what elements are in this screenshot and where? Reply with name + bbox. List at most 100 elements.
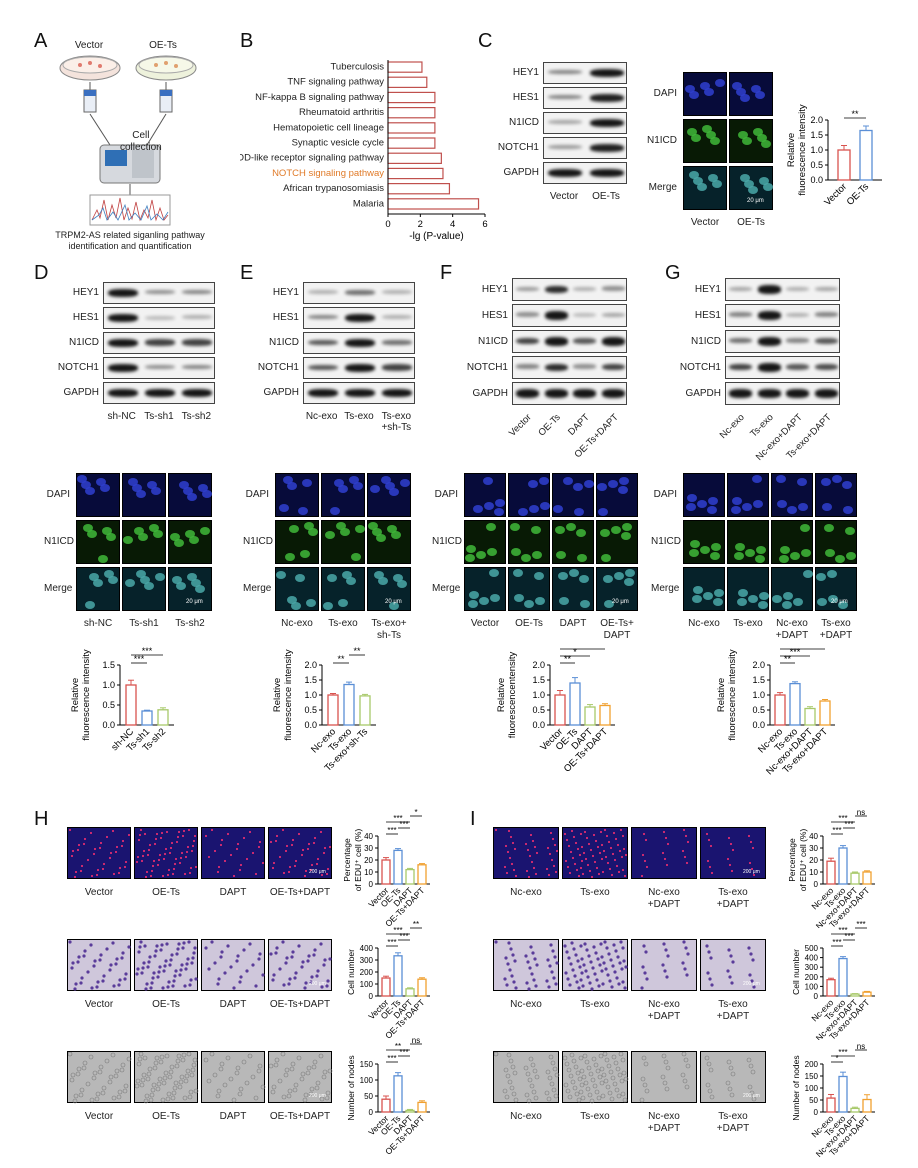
tw-image-tile [134, 939, 198, 991]
panel-label-b: B [240, 30, 254, 52]
micrograph-tile [815, 567, 857, 611]
blot-band [602, 363, 626, 371]
blot-band [345, 289, 375, 295]
bar [850, 1107, 860, 1113]
blot-row-label: HEY1 [512, 67, 539, 78]
assay-col-label: DAPT [219, 887, 247, 898]
y-tick-label: 50 [364, 1092, 373, 1101]
vector-dish-label: Vector [74, 40, 104, 51]
panel-label-h: H [34, 808, 49, 830]
pathway-label: NOTCH signaling pathway [272, 168, 384, 179]
y-axis-title: fluorescencentensity [507, 651, 518, 738]
bar-chart-h-tube: 050100150VectorOE-TsDAPTOE-Ts+DAPT******… [346, 1036, 430, 1157]
y-tick-label: 200 [805, 973, 819, 982]
micrograph-tile [122, 520, 166, 564]
x-tick-label: OE-Ts [845, 181, 872, 208]
blot-row-label: HES1 [272, 312, 299, 323]
blot-band [182, 365, 213, 369]
blot-band [544, 311, 568, 320]
tube-image-tile [67, 1051, 132, 1104]
panel-label-e: E [240, 262, 254, 284]
panel-a-caption: TRPM2-AS related siganling pathway identi… [55, 230, 205, 251]
blot-band [590, 144, 624, 152]
micrograph-tile [464, 473, 506, 517]
blot-strip [725, 304, 840, 327]
blot-band [548, 145, 582, 150]
blot-strip [103, 282, 215, 304]
y-tick-label: 0.5 [752, 705, 765, 715]
blot-band [107, 339, 138, 347]
pathway-bar [387, 167, 444, 180]
blot-band [145, 365, 175, 370]
if-row-label: N1ICD [646, 135, 677, 146]
significance-label: *** [399, 932, 408, 941]
blot-strip [103, 307, 215, 329]
y-tick-label: 1.0 [532, 690, 545, 700]
y-tick-label: 100 [805, 982, 819, 991]
significance-label: *** [393, 814, 402, 823]
if-row-label: N1ICD [44, 536, 75, 547]
blot-lane-label: Ts-exo [344, 411, 374, 422]
bar [850, 993, 860, 997]
micrograph-tile [367, 520, 411, 564]
y-axis-title: Percentage [787, 838, 797, 882]
blot-lane-label: Nc-exo [305, 411, 338, 422]
pathway-bar [387, 122, 436, 134]
blot-row-label: NOTCH1 [679, 361, 721, 373]
blot-band [786, 286, 810, 291]
blot-row-label: HES1 [694, 309, 721, 321]
bar [125, 684, 137, 726]
blot-band [107, 314, 138, 322]
blot-band [602, 337, 626, 346]
y-tick-label: 20 [809, 856, 818, 865]
bar [569, 682, 581, 726]
micrograph-tile [367, 473, 411, 517]
y-tick-label: 0.0 [532, 720, 545, 730]
blot-band [815, 389, 839, 398]
tw-image-tile: 200 μm [700, 939, 766, 991]
bar [862, 1098, 872, 1113]
y-tick-label: 1.0 [102, 680, 115, 690]
if-col-label: Ts-exo [328, 618, 358, 629]
blot-band [602, 286, 626, 291]
blot-lane-label: Ts-exo +sh-Ts [381, 411, 412, 433]
if-col-label: Ts-sh1 [129, 618, 159, 629]
blot-band [573, 364, 597, 369]
blot-strip [103, 382, 215, 404]
significance-label: *** [832, 826, 841, 835]
y-tick-label: 10 [364, 868, 373, 877]
significance-label: * [573, 647, 577, 657]
assay-col-label: OE-Ts [152, 887, 180, 898]
scale-bar-label: 200 μm [309, 981, 326, 987]
panel-label-c: C [478, 30, 493, 52]
bar [343, 683, 355, 726]
micrograph-tile [122, 567, 166, 611]
significance-label: *** [399, 820, 408, 829]
tw-image-tile [201, 939, 265, 991]
blot-row-label: GAPDH [263, 387, 299, 398]
blot-strip [543, 87, 627, 109]
micrograph-tile [683, 520, 725, 564]
y-tick-label: 2.0 [304, 660, 317, 670]
blot-band [382, 364, 413, 371]
blot-row-label: GAPDH [503, 167, 539, 178]
bar [405, 988, 415, 997]
panel-label-a: A [34, 30, 48, 52]
y-tick-label: 150 [805, 1072, 819, 1081]
if-col-label: Vector [470, 618, 500, 629]
blot-row-label: N1ICD [690, 335, 721, 347]
x-tick-label: Vector [822, 181, 849, 208]
assay-col-label: Ts-exo [580, 887, 610, 898]
significance-label: ** [413, 920, 419, 929]
significance-label: *** [142, 646, 153, 656]
blot-strip [303, 332, 415, 354]
pathway-bar [387, 61, 423, 73]
significance-label: *** [393, 926, 402, 935]
y-axis-title: Cell number [791, 949, 801, 995]
bar [789, 682, 801, 726]
blot-row-label: N1ICD [268, 337, 299, 348]
assay-col-label: OE-Ts+DAPT [269, 1111, 331, 1122]
blot-row-label: HEY1 [72, 287, 99, 298]
y-tick-label: 200 [805, 1060, 819, 1069]
panel-label-g: G [665, 262, 681, 284]
